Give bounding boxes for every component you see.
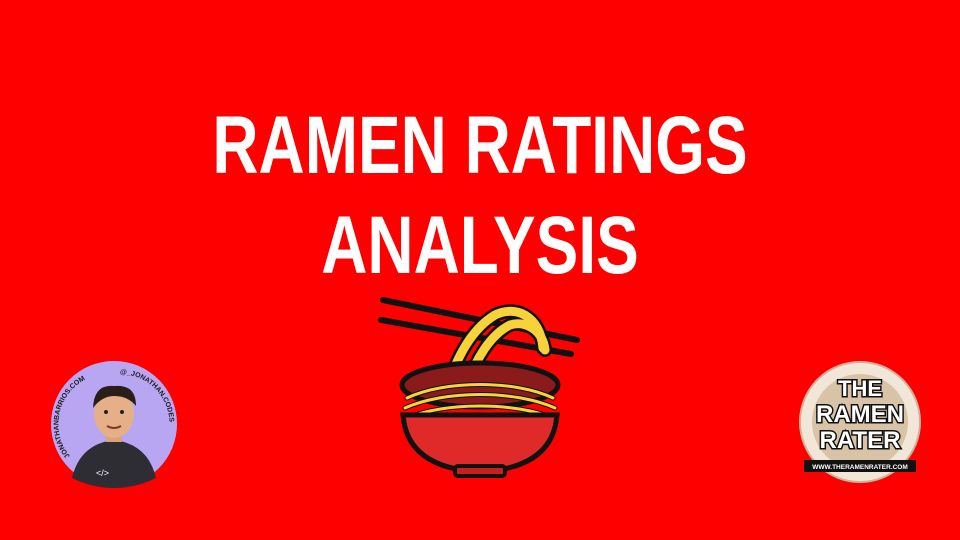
avatar-badge: </> JONATHANBARRIOS.COM @_JONATHAN.CODES xyxy=(51,361,177,488)
logo-line-1: THE xyxy=(838,376,882,401)
slide-title: RAMEN RATINGS ANALYSIS xyxy=(212,100,748,291)
ramen-rater-logo: THE RAMEN RATER WWW.THERAMENRATER.COM xyxy=(799,361,921,483)
code-glyph: </> xyxy=(96,468,109,478)
ramen-bowl-icon xyxy=(378,297,580,478)
logo-line-3: RATER xyxy=(820,427,901,454)
logo-url: WWW.THERAMENRATER.COM xyxy=(812,464,908,471)
logo-line-2: RAMEN xyxy=(816,401,904,428)
